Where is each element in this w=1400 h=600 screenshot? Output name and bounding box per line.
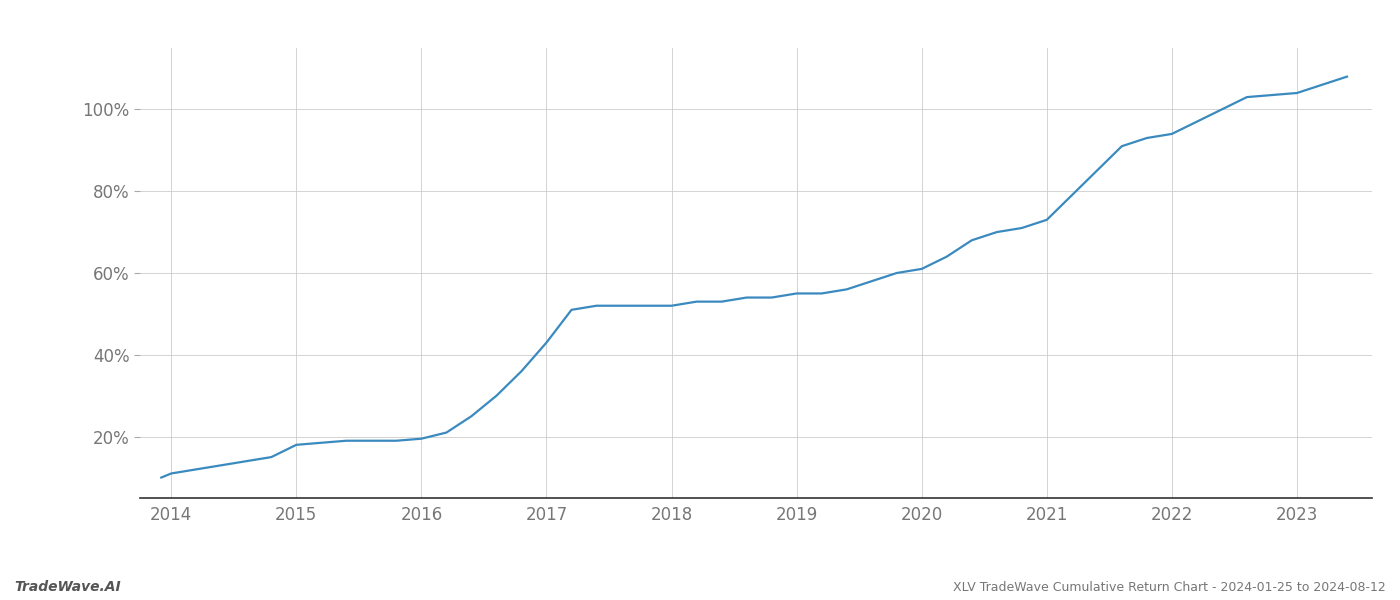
Text: TradeWave.AI: TradeWave.AI	[14, 580, 120, 594]
Text: XLV TradeWave Cumulative Return Chart - 2024-01-25 to 2024-08-12: XLV TradeWave Cumulative Return Chart - …	[953, 581, 1386, 594]
